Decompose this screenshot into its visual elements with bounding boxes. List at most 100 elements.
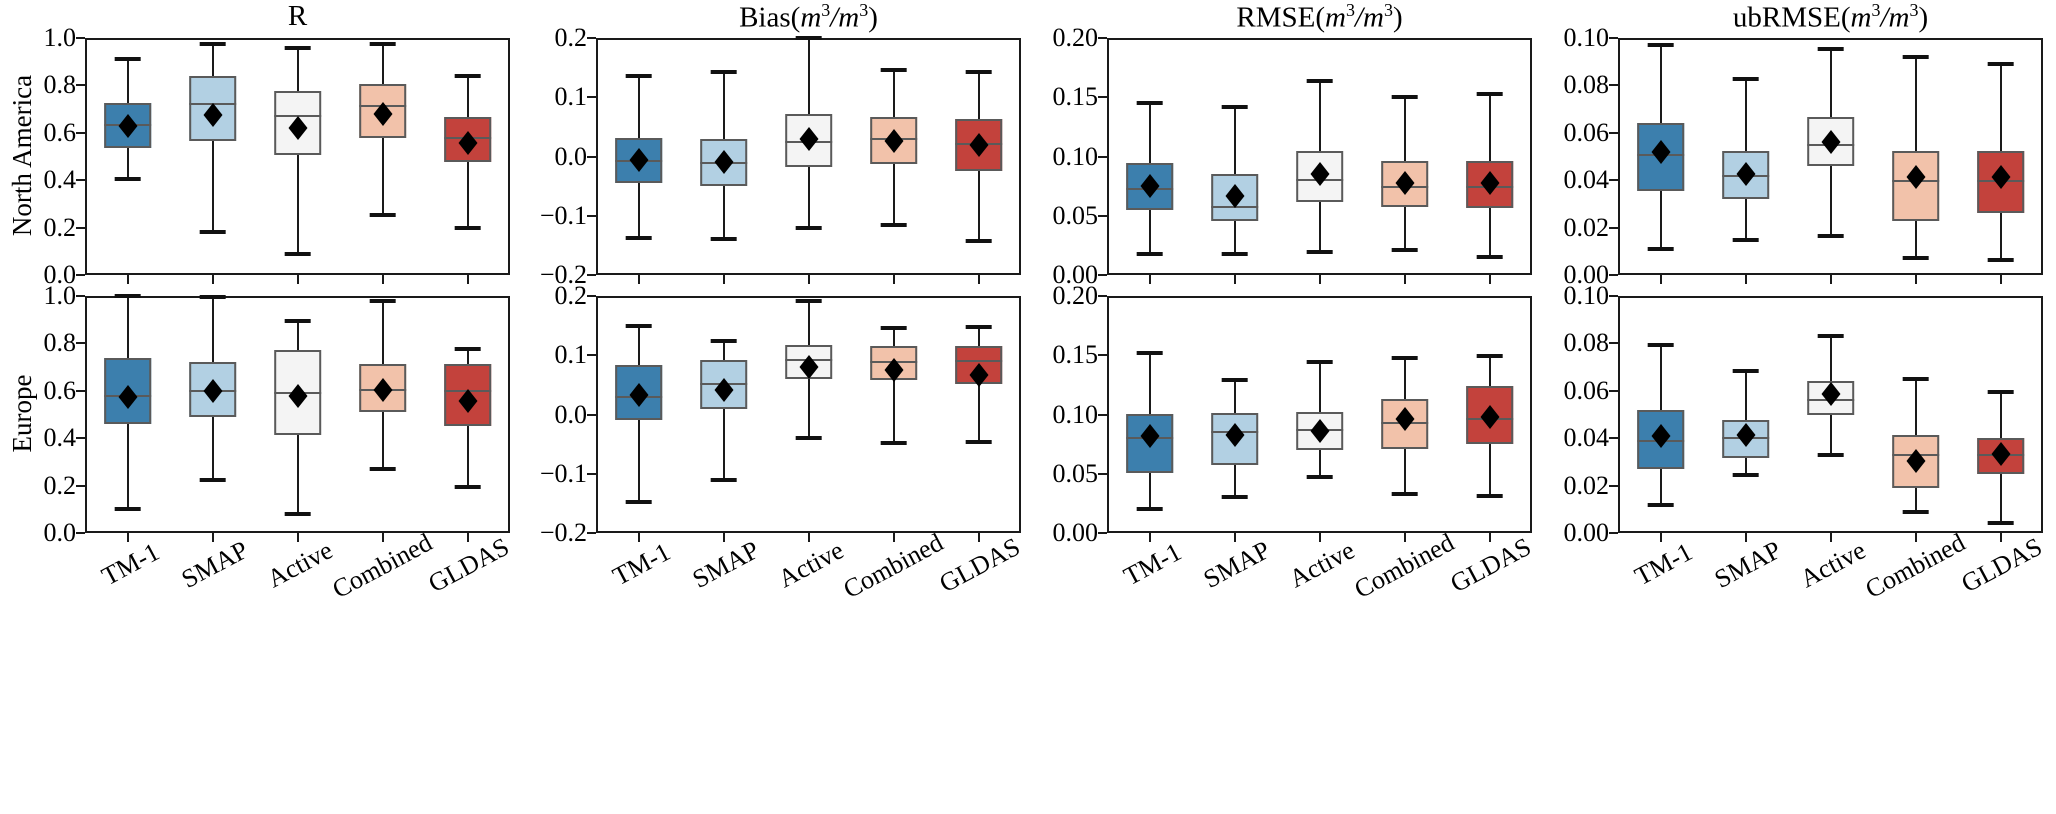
mean-marker-diamond bbox=[799, 127, 818, 152]
y-axis-tick-mark bbox=[1609, 484, 1618, 487]
y-axis-tick-mark bbox=[76, 37, 85, 39]
y-axis-tick-mark bbox=[587, 155, 596, 158]
whisker-lower bbox=[1659, 468, 1662, 506]
whisker-cap-upper bbox=[1987, 389, 2014, 394]
whisker-cap-lower bbox=[369, 212, 396, 217]
whisker-cap-lower bbox=[369, 467, 396, 471]
y-axis-tick-mark bbox=[76, 84, 85, 87]
whisker-cap-upper bbox=[795, 36, 822, 40]
whisker-upper bbox=[1744, 79, 1747, 152]
x-axis-tick-mark bbox=[1148, 533, 1151, 542]
y-axis-tick-mark bbox=[76, 484, 85, 487]
whisker-lower bbox=[1403, 449, 1406, 494]
whisker-lower bbox=[1999, 474, 2002, 524]
mean-marker-diamond bbox=[1906, 448, 1925, 473]
x-axis-tick-mark bbox=[1403, 275, 1406, 284]
whisker-upper bbox=[977, 326, 980, 346]
y-axis-tick-mark bbox=[587, 274, 596, 276]
y-axis-tick-label: −0.1 bbox=[539, 200, 587, 230]
whisker-cap-lower bbox=[454, 485, 481, 490]
mean-marker-diamond bbox=[1991, 441, 2010, 466]
whisker-upper bbox=[892, 327, 895, 347]
x-axis-tick-mark bbox=[1914, 275, 1917, 284]
whisker-lower bbox=[1829, 414, 1832, 455]
whisker-upper bbox=[637, 325, 640, 366]
y-axis-tick-label: 0.4 bbox=[43, 423, 77, 453]
whisker-cap-upper bbox=[710, 339, 737, 344]
x-axis-tick-mark bbox=[381, 533, 384, 542]
whisker-lower bbox=[1744, 198, 1747, 240]
y-axis-tick-label: 0.06 bbox=[1563, 117, 1610, 147]
whisker-cap-upper bbox=[369, 298, 396, 303]
whisker-cap-upper bbox=[1902, 376, 1929, 381]
whisker-cap-lower bbox=[1221, 251, 1248, 256]
box-iqr bbox=[784, 113, 833, 167]
x-axis-tick-mark bbox=[126, 275, 129, 284]
whisker-cap-upper bbox=[880, 67, 907, 72]
chart-panel: Bias(m3/m3) −0.2 −0.1 0.0 0.1 0.2 bbox=[540, 0, 1021, 288]
whisker-upper bbox=[1914, 57, 1917, 151]
whisker-cap-upper bbox=[1732, 77, 1759, 82]
whisker-cap-upper bbox=[1732, 368, 1759, 373]
x-axis-tick-mark bbox=[1914, 533, 1917, 542]
mean-marker-diamond bbox=[1651, 424, 1670, 449]
whisker-lower bbox=[1914, 220, 1917, 258]
y-axis-tick-mark bbox=[1609, 131, 1618, 134]
whisker-lower bbox=[977, 170, 980, 242]
whisker-cap-upper bbox=[795, 298, 822, 303]
chart-panel: 0.00 0.05 0.10 0.15 0.20 TM-1 SMAP Active Combin… bbox=[1053, 283, 1536, 605]
x-axis-tick-label: TM-1 bbox=[607, 537, 675, 592]
whisker-cap-lower bbox=[199, 477, 226, 482]
median-line bbox=[954, 360, 1003, 363]
y-axis-tick-label: 0.6 bbox=[43, 375, 77, 405]
whisker-cap-lower bbox=[795, 226, 822, 231]
mean-marker-diamond bbox=[1651, 140, 1670, 165]
whisker-lower bbox=[807, 166, 810, 229]
y-axis-tick-label: 0.0 bbox=[554, 399, 588, 429]
whisker-cap-lower bbox=[1647, 503, 1674, 508]
whisker-upper bbox=[466, 75, 469, 117]
x-axis-tick-label: SMAP bbox=[1709, 535, 1786, 594]
y-axis-tick-label: 0.10 bbox=[1563, 281, 1610, 310]
whisker-upper bbox=[1659, 45, 1662, 124]
whisker-lower bbox=[1488, 443, 1491, 497]
whisker-cap-lower bbox=[1732, 237, 1759, 242]
x-axis-tick-mark bbox=[1829, 275, 1832, 284]
x-axis-tick-mark bbox=[1148, 275, 1151, 284]
y-axis-tick-label: 0.02 bbox=[1563, 470, 1610, 500]
y-axis-tick-mark bbox=[1609, 84, 1618, 87]
x-axis-tick-label: Active bbox=[773, 535, 848, 594]
y-axis-tick-label: 0.0 bbox=[43, 260, 77, 289]
mean-marker-diamond bbox=[884, 358, 903, 383]
whisker-cap-upper bbox=[1306, 78, 1333, 83]
chart-panel: R 0.0 0.2 0.4 0.6 0.8 1.0 bbox=[44, 0, 510, 288]
whisker-lower bbox=[977, 383, 980, 442]
x-axis-tick-mark bbox=[126, 533, 129, 542]
y-axis-tick-label: 0.2 bbox=[554, 23, 588, 52]
whisker-upper bbox=[1829, 335, 1832, 382]
whisker-upper bbox=[1999, 391, 2002, 439]
whisker-upper bbox=[466, 349, 469, 365]
y-axis-tick-label: 0.15 bbox=[1052, 340, 1099, 370]
whisker-upper bbox=[1403, 96, 1406, 162]
y-axis-tick-label: 0.02 bbox=[1563, 212, 1610, 242]
whisker-lower bbox=[1999, 212, 2002, 261]
whisker-cap-lower bbox=[1987, 258, 2014, 263]
y-axis-tick-mark bbox=[76, 274, 85, 276]
whisker-upper bbox=[381, 43, 384, 85]
x-axis-tick-mark bbox=[1999, 533, 2002, 542]
whisker-cap-lower bbox=[880, 440, 907, 445]
x-axis-tick-label: Active bbox=[1795, 535, 1870, 594]
y-axis-tick-mark bbox=[1098, 274, 1107, 276]
whisker-cap-upper bbox=[1391, 355, 1418, 360]
mean-marker-diamond bbox=[1821, 129, 1840, 154]
y-axis-tick-mark bbox=[1609, 274, 1618, 276]
whisker-upper bbox=[1744, 370, 1747, 420]
row-label-europe: Europe bbox=[6, 374, 37, 452]
whisker-lower bbox=[807, 378, 810, 439]
y-axis-tick-mark bbox=[1609, 342, 1618, 345]
chart-panel: 0.00 0.02 0.04 0.06 0.08 0.10 TM-1 SMAP Active Co… bbox=[1564, 283, 2047, 605]
y-axis-tick-mark bbox=[76, 179, 85, 182]
chart-panel: 0.0 0.2 0.4 0.6 0.8 1.0 TM-1 SMAP Active Combined… bbox=[44, 283, 514, 605]
x-axis-tick-mark bbox=[381, 275, 384, 284]
